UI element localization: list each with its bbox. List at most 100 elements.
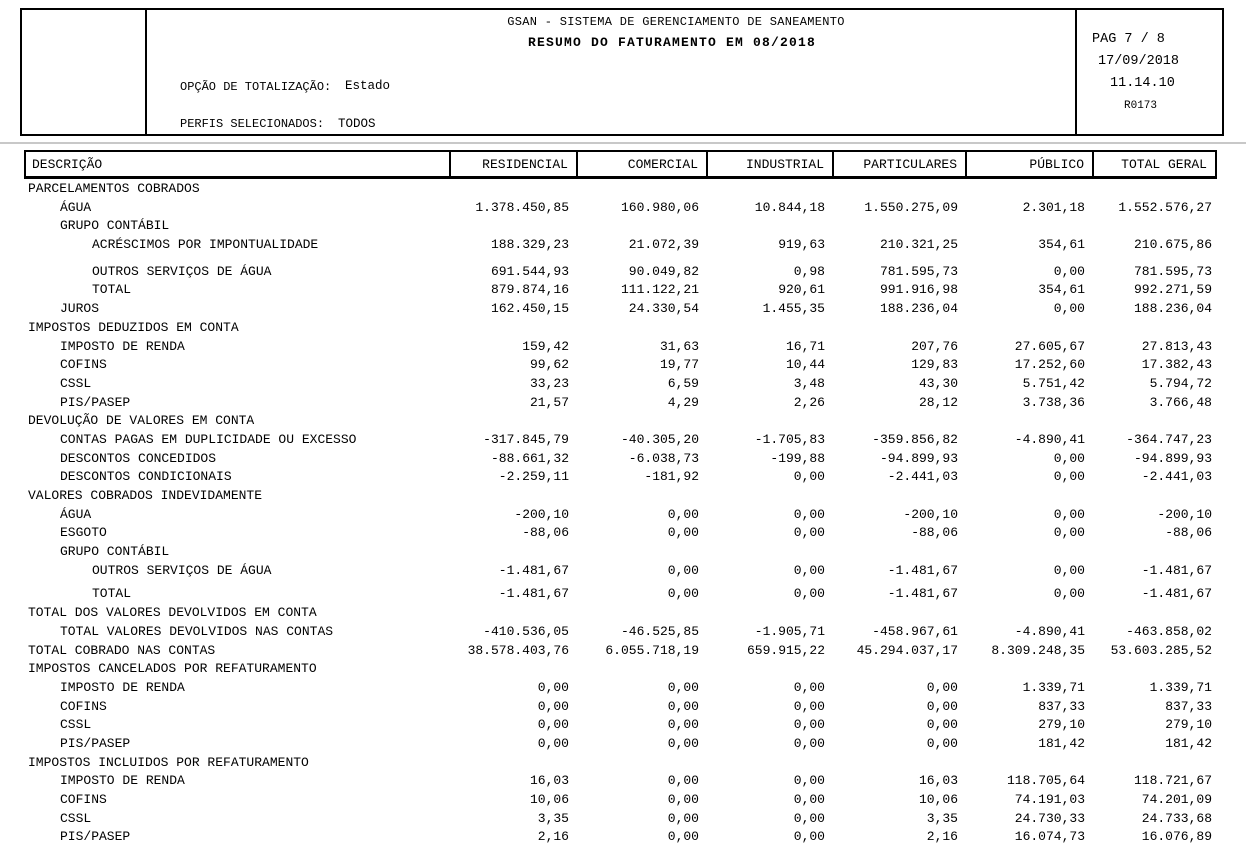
row-value: -364.747,23: [1126, 431, 1212, 447]
row-value: 188.236,04: [879, 301, 958, 317]
table-row: ESGOTO -88,06 0,00 0,00 -88,06 0,00 -88,06: [24, 524, 1217, 543]
table-row: CSSL 0,00 0,00 0,00 0,00 279,10 279,10: [24, 716, 1217, 735]
table-row: COFINS 10,06 0,00 0,00 10,06 74.191,03 74.201,…: [24, 791, 1217, 810]
row-value: -1.481,67: [498, 562, 569, 578]
row-value: 6,59: [667, 375, 699, 391]
row-value: 3,48: [793, 375, 825, 391]
row-label: ACRÉSCIMOS POR IMPONTUALIDADE: [92, 237, 319, 253]
table-row: TOTAL -1.481,67 0,00 0,00 -1.481,67 0,00 -1.48…: [24, 585, 1217, 604]
row-value: -88,06: [911, 525, 958, 541]
column-header-4: PARTICULARES: [832, 152, 965, 176]
profiles-label: PERFIS SELECIONADOS:: [180, 117, 325, 131]
column-header-5: PÚBLICO: [965, 152, 1092, 176]
row-value: [704, 319, 830, 338]
row-value: [1090, 319, 1217, 338]
row-value: 16.076,89: [1141, 829, 1212, 845]
row-label: IMPOSTO DE RENDA: [60, 773, 185, 789]
row-value: 3.766,48: [1149, 394, 1212, 410]
row-value: 992.271,59: [1133, 282, 1212, 298]
row-value: 3.738,36: [1022, 394, 1085, 410]
row-value: 3,35: [926, 810, 958, 826]
row-value: -359.856,82: [872, 431, 958, 447]
row-value: 17.382,43: [1141, 357, 1212, 373]
table-row: IMPOSTOS CANCELADOS POR REFATURAMENTO: [24, 660, 1217, 679]
table-row: VALORES COBRADOS INDEVIDAMENTE: [24, 487, 1217, 506]
row-value: 0,00: [667, 773, 699, 789]
row-label: TOTAL DOS VALORES DEVOLVIDOS EM CONTA: [28, 605, 317, 621]
table-row: OUTROS SERVIÇOS DE ÁGUA -1.481,67 0,00 0,00…: [24, 562, 1217, 581]
row-value: [1090, 487, 1217, 506]
row-value: 0,00: [537, 717, 569, 733]
row-value: 0,00: [1053, 450, 1085, 466]
row-label: OUTROS SERVIÇOS DE ÁGUA: [92, 562, 272, 578]
row-label: COFINS: [60, 357, 107, 373]
row-value: -463.858,02: [1126, 623, 1212, 639]
table-row: IMPOSTO DE RENDA 159,42 31,63 16,71 207,76 27…: [24, 338, 1217, 357]
table-row: CSSL 3,35 0,00 0,00 3,35 24.730,33 24.733,68: [24, 810, 1217, 829]
row-value: 33,23: [529, 375, 569, 391]
row-value: 837,33: [1038, 698, 1085, 714]
report-time: 11.14.10: [1110, 76, 1175, 91]
header-separator-rule: [0, 142, 1246, 144]
row-value: -181,92: [644, 469, 699, 485]
row-value: [704, 604, 830, 623]
row-value: [830, 754, 963, 773]
row-value: 0,00: [793, 773, 825, 789]
row-value: [963, 543, 1090, 562]
table-row: ÁGUA 1.378.450,85 160.980,06 10.844,18 1.550…: [24, 199, 1217, 218]
row-label: IMPOSTOS CANCELADOS POR REFATURAMENTO: [28, 661, 317, 677]
row-label: TOTAL VALORES DEVOLVIDOS NAS CONTAS: [60, 623, 334, 639]
row-value: 6.055.718,19: [605, 642, 699, 658]
row-value: 188.329,23: [490, 237, 569, 253]
row-value: 879.874,16: [490, 282, 569, 298]
row-value: -200,10: [514, 506, 569, 522]
table-row: IMPOSTOS DEDUZIDOS EM CONTA: [24, 319, 1217, 338]
row-value: -40.305,20: [620, 431, 699, 447]
row-value: 0,98: [793, 263, 825, 279]
row-value: -88,06: [522, 525, 569, 541]
row-value: 0,00: [537, 679, 569, 695]
row-label: DESCONTOS CONCEDIDOS: [60, 450, 217, 466]
row-value: [830, 487, 963, 506]
row-value: 0,00: [1053, 506, 1085, 522]
table-row: DESCONTOS CONCEDIDOS -88.661,32 -6.038,73 -…: [24, 450, 1217, 469]
row-value: 3,35: [537, 810, 569, 826]
row-value: 17.252,60: [1014, 357, 1085, 373]
row-label: DESCONTOS CONDICIONAIS: [60, 469, 232, 485]
row-value: 74.201,09: [1141, 792, 1212, 807]
table-row: COFINS 0,00 0,00 0,00 0,00 837,33 837,33: [24, 698, 1217, 717]
row-label: IMPOSTO DE RENDA: [60, 338, 185, 354]
profiles-value: TODOS: [338, 117, 376, 131]
row-value: 16,03: [918, 773, 958, 789]
row-value: 0,00: [537, 698, 569, 714]
table-row: IMPOSTO DE RENDA 16,03 0,00 0,00 16,03 118.70…: [24, 772, 1217, 791]
row-value: 0,00: [926, 698, 958, 714]
row-label: IMPOSTOS INCLUIDOS POR REFATURAMENTO: [28, 754, 309, 770]
table-row: TOTAL 879.874,16 111.122,21 920,61 991.916,9…: [24, 281, 1217, 300]
row-value: [447, 319, 574, 338]
row-value: [963, 754, 1090, 773]
row-value: -2.441,03: [1141, 469, 1212, 485]
row-value: 8.309.248,35: [991, 642, 1085, 658]
row-value: 27.813,43: [1141, 338, 1212, 354]
row-value: [963, 319, 1090, 338]
row-value: -200,10: [1157, 506, 1212, 522]
row-value: 27.605,67: [1014, 338, 1085, 354]
row-value: 10,06: [918, 792, 958, 807]
row-value: [1090, 604, 1217, 623]
row-value: [1090, 543, 1217, 562]
row-value: 0,00: [793, 698, 825, 714]
page-info-divider: [1075, 10, 1077, 134]
row-label: COFINS: [60, 698, 107, 714]
row-value: [447, 412, 574, 431]
row-value: 837,33: [1165, 698, 1212, 714]
row-value: 5.751,42: [1022, 375, 1085, 391]
row-value: [830, 660, 963, 679]
row-value: 0,00: [1053, 301, 1085, 317]
row-value: 16,71: [785, 338, 825, 354]
row-value: 24.330,54: [628, 301, 699, 317]
row-value: [574, 543, 704, 562]
row-label: IMPOSTOS DEDUZIDOS EM CONTA: [28, 319, 239, 335]
table-row: PIS/PASEP 21,57 4,29 2,26 28,12 3.738,36 3.766…: [24, 394, 1217, 413]
row-value: 2,16: [537, 829, 569, 845]
